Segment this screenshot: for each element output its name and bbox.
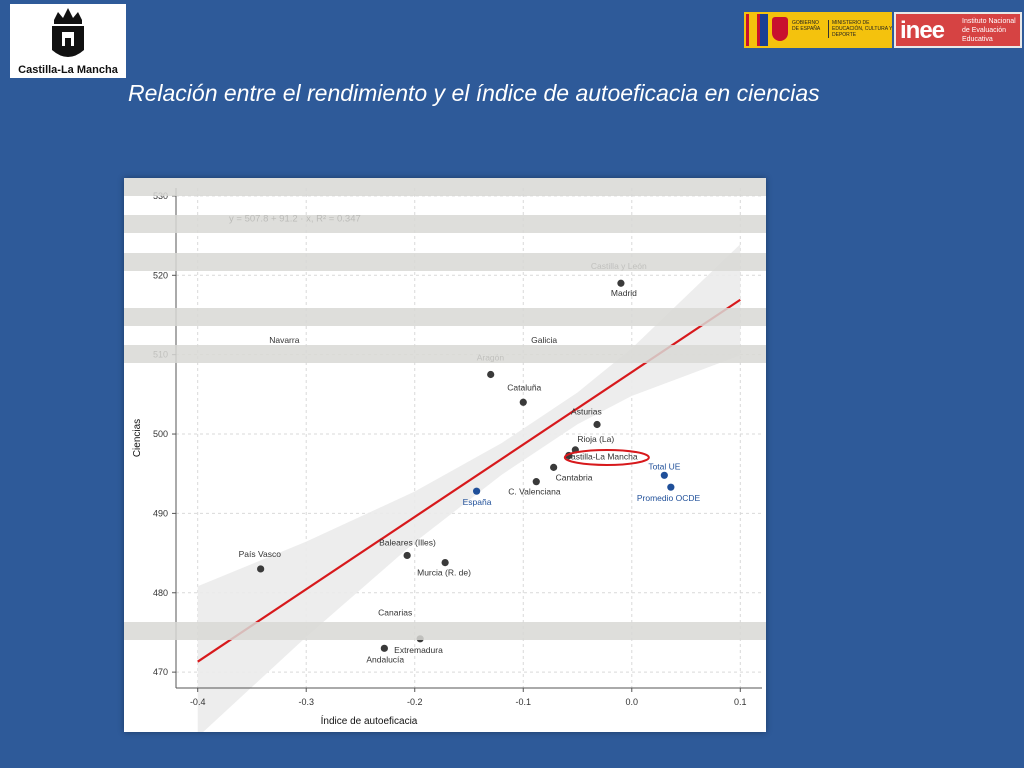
label-espana: España bbox=[463, 497, 492, 507]
label-baleares-illes: Baleares (Illes) bbox=[379, 537, 436, 547]
label-navarra: Navarra bbox=[269, 335, 300, 345]
label-cantabria: Cantabria bbox=[556, 472, 593, 482]
label-galicia: Galicia bbox=[531, 335, 557, 345]
highlight-ellipse bbox=[563, 448, 650, 466]
logo-left-text: Castilla-La Mancha bbox=[18, 64, 118, 76]
label-castilla-la-mancha: Castilla-La Mancha bbox=[565, 451, 638, 461]
scan-band bbox=[124, 253, 766, 271]
y-axis-title: Ciencias bbox=[132, 419, 143, 457]
label-rioja-la: Rioja (La) bbox=[577, 434, 614, 444]
x-tick-label: -0.2 bbox=[407, 697, 423, 707]
scan-band bbox=[124, 345, 766, 363]
y-tick-label: 500 bbox=[153, 429, 168, 439]
label-extremadura: Extremadura bbox=[394, 645, 443, 655]
partner-logos: GOBIERNO DE ESPAÑA MINISTERIO DE EDUCACI… bbox=[744, 12, 1022, 50]
point-espana bbox=[472, 487, 481, 495]
x-tick-label: 0.1 bbox=[734, 697, 747, 707]
point-total-ue bbox=[660, 471, 668, 479]
confidence-band bbox=[197, 244, 741, 732]
x-tick-label: -0.3 bbox=[298, 697, 314, 707]
chart-svg: -0.4-0.3-0.2-0.10.00.1470480490500510520… bbox=[124, 178, 766, 732]
coat-of-arms-icon bbox=[772, 17, 788, 41]
scatter-chart: -0.4-0.3-0.2-0.10.00.1470480490500510520… bbox=[124, 178, 766, 732]
label-andalucia: Andalucía bbox=[366, 654, 404, 664]
scan-band bbox=[124, 215, 766, 233]
label-total-ue: Total UE bbox=[648, 461, 680, 471]
label-promedio-ocde: Promedio OCDE bbox=[637, 493, 701, 503]
page-title: Relación entre el rendimiento y el índic… bbox=[128, 80, 820, 106]
scan-band bbox=[124, 622, 766, 640]
point-c-valenciana bbox=[532, 478, 540, 486]
label-cataluna: Cataluña bbox=[507, 382, 541, 392]
scan-band bbox=[124, 308, 766, 326]
label-pais-vasco: País Vasco bbox=[239, 549, 282, 559]
point-promedio-ocde bbox=[667, 483, 675, 491]
point-aragon bbox=[487, 370, 495, 379]
label-c-valenciana: C. Valenciana bbox=[508, 487, 561, 497]
point-madrid bbox=[617, 279, 625, 287]
point-asturias bbox=[593, 420, 601, 429]
point-cataluna bbox=[519, 398, 527, 406]
label-asturias: Asturias bbox=[571, 407, 602, 417]
x-axis-title: Índice de autoeficacia bbox=[321, 714, 418, 727]
point-pais-vasco bbox=[257, 565, 265, 573]
point-andalucia bbox=[380, 644, 388, 652]
gov-logo-line2: MINISTERIO DE EDUCACIÓN, CULTURA Y DEPOR… bbox=[828, 20, 894, 38]
x-tick-label: 0.0 bbox=[626, 697, 639, 707]
gov-logo-line1: GOBIERNO DE ESPAÑA bbox=[792, 20, 821, 32]
x-tick-label: -0.4 bbox=[190, 697, 206, 707]
castilla-la-mancha-logo: Castilla-La Mancha bbox=[10, 4, 126, 78]
point-baleares-illes bbox=[403, 551, 411, 560]
inee-text: Instituto Nacional de Evaluación Educati… bbox=[962, 18, 1016, 43]
label-madrid: Madrid bbox=[611, 288, 637, 298]
y-tick-label: 520 bbox=[153, 270, 168, 280]
eu-flag-icon bbox=[760, 14, 768, 46]
y-tick-label: 480 bbox=[153, 588, 168, 598]
inee-logo: inee Instituto Nacional de Evaluación Ed… bbox=[894, 12, 1022, 48]
label-murcia-r-de: Murcia (R. de) bbox=[417, 568, 471, 578]
x-tick-label: -0.1 bbox=[516, 697, 532, 707]
gobierno-de-espana-logo: GOBIERNO DE ESPAÑA MINISTERIO DE EDUCACI… bbox=[744, 12, 892, 48]
inee-mark: inee bbox=[900, 17, 945, 44]
y-tick-label: 470 bbox=[153, 667, 168, 677]
crown-icon bbox=[52, 8, 84, 57]
y-tick-label: 490 bbox=[153, 508, 168, 518]
label-canarias: Canarias bbox=[378, 608, 412, 618]
point-murcia-r-de bbox=[441, 559, 449, 567]
scan-band bbox=[124, 178, 766, 196]
point-cantabria bbox=[550, 463, 558, 471]
